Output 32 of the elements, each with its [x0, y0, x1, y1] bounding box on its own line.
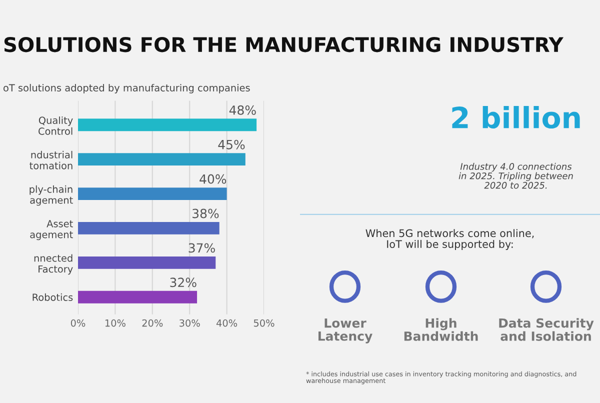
data-label: 38%	[192, 208, 219, 218]
y-tick-label: Quality Control	[38, 116, 73, 135]
data-label: 40%	[200, 174, 226, 184]
x-tick-label: 0%	[70, 319, 86, 327]
y-tick-label: ply-chain agement	[30, 185, 73, 206]
y-tick-label: Asset agement	[30, 220, 73, 240]
bar	[78, 222, 220, 234]
text: Lower Latency	[318, 318, 372, 344]
x-tick-label: 20%	[142, 319, 163, 327]
y-tick-label: Robotics	[32, 293, 73, 301]
bar	[78, 256, 216, 269]
y-tick-label: ndustrial tomation	[30, 150, 72, 170]
bar	[78, 290, 198, 304]
text: When 5G networks come online, IoT will be supported by:	[366, 229, 534, 250]
data-label: 37%	[188, 243, 215, 253]
text: High Bandwidth	[404, 318, 478, 341]
text: 2 billion	[452, 106, 580, 129]
chart-title: SOLUTIONS FOR THE MANUFACTURING INDUSTRY	[4, 36, 564, 52]
data-label: 45%	[218, 140, 245, 150]
x-tick-label: 40%	[216, 319, 238, 327]
x-tick-label: 50%	[254, 319, 274, 327]
data-label: 32%	[170, 278, 196, 288]
bar	[78, 188, 227, 200]
text: Industry 4.0 connections in 2025. Tripling between 2020 to 2025.	[458, 162, 573, 189]
bar	[78, 153, 246, 166]
x-tick-label: 10%	[105, 319, 126, 327]
bar	[78, 118, 257, 132]
y-tick-label: nnected Factory	[34, 254, 73, 275]
data-label: 48%	[229, 105, 256, 115]
text: Data Security and Isolation	[499, 318, 594, 341]
x-tick-label: 30%	[180, 319, 200, 327]
chart-subtitle: oT solutions adopted by manufacturing companies	[4, 84, 250, 94]
